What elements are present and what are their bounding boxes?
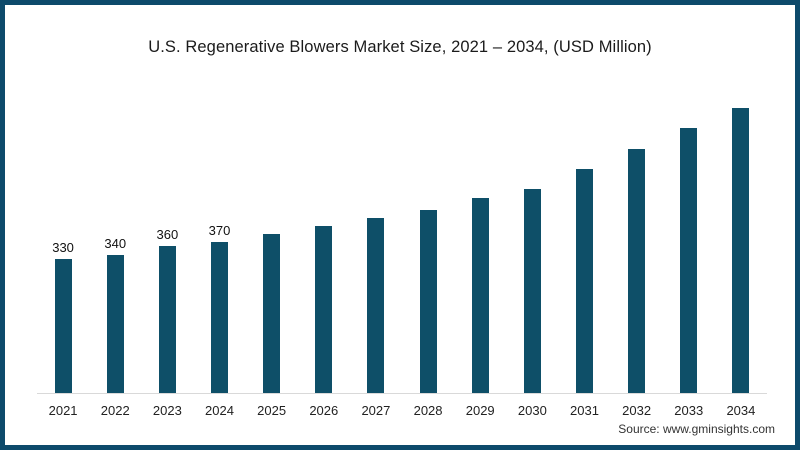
x-axis-label: 2027 — [361, 403, 391, 418]
bar-column — [558, 95, 610, 393]
bar-value-label: 360 — [156, 227, 179, 243]
x-axis-label: 2032 — [622, 403, 652, 418]
x-axis-label: 2030 — [517, 403, 547, 418]
bar-column — [663, 95, 715, 393]
x-axis-label: 2023 — [152, 403, 182, 418]
x-axis-label: 2022 — [100, 403, 130, 418]
x-axis-label: 2029 — [465, 403, 495, 418]
bar-value-label: 330 — [52, 239, 74, 255]
bar-column — [611, 95, 663, 393]
x-axis-label: 2025 — [257, 403, 287, 418]
bar — [263, 234, 281, 393]
bar — [732, 108, 750, 393]
source-credit: Source: www.gminsights.com — [618, 422, 775, 436]
bar-column: 340 — [89, 95, 141, 393]
x-axis: 2021 2022 2023 2024 2025 2026 2027 2028 2029 2030… — [37, 403, 767, 418]
bar — [158, 246, 176, 393]
bar-column — [298, 95, 350, 393]
x-axis-label: 2026 — [309, 403, 339, 418]
x-axis-label: 2028 — [413, 403, 443, 418]
bar-column: 360 — [141, 95, 193, 393]
bar — [680, 128, 698, 393]
bar — [315, 226, 333, 393]
bar-column — [715, 95, 767, 393]
bar — [54, 258, 72, 393]
bar — [471, 197, 489, 393]
x-axis-label: 2034 — [726, 403, 756, 418]
bar-column: 370 — [193, 95, 245, 393]
x-axis-label: 2031 — [570, 403, 599, 418]
bar — [523, 189, 541, 393]
bar-column — [506, 95, 558, 393]
chart-title: U.S. Regenerative Blowers Market Size, 2… — [148, 38, 652, 56]
x-axis-label: 2024 — [205, 403, 234, 418]
bar — [575, 169, 593, 393]
bar-column — [246, 95, 298, 393]
plot-area: 330 340 360 370 — [37, 95, 767, 394]
bar — [367, 217, 385, 393]
x-axis-label: 2021 — [48, 403, 78, 418]
bar-value-label: 370 — [208, 223, 231, 239]
bar — [419, 209, 437, 393]
bar-column: 330 — [37, 95, 89, 393]
bar-column — [454, 95, 506, 393]
bar-value-label: 340 — [104, 235, 127, 251]
bar — [628, 148, 646, 393]
bar — [210, 242, 228, 393]
bar — [106, 254, 124, 393]
bar-column — [350, 95, 402, 393]
x-axis-label: 2033 — [674, 403, 704, 418]
bar-column — [402, 95, 454, 393]
